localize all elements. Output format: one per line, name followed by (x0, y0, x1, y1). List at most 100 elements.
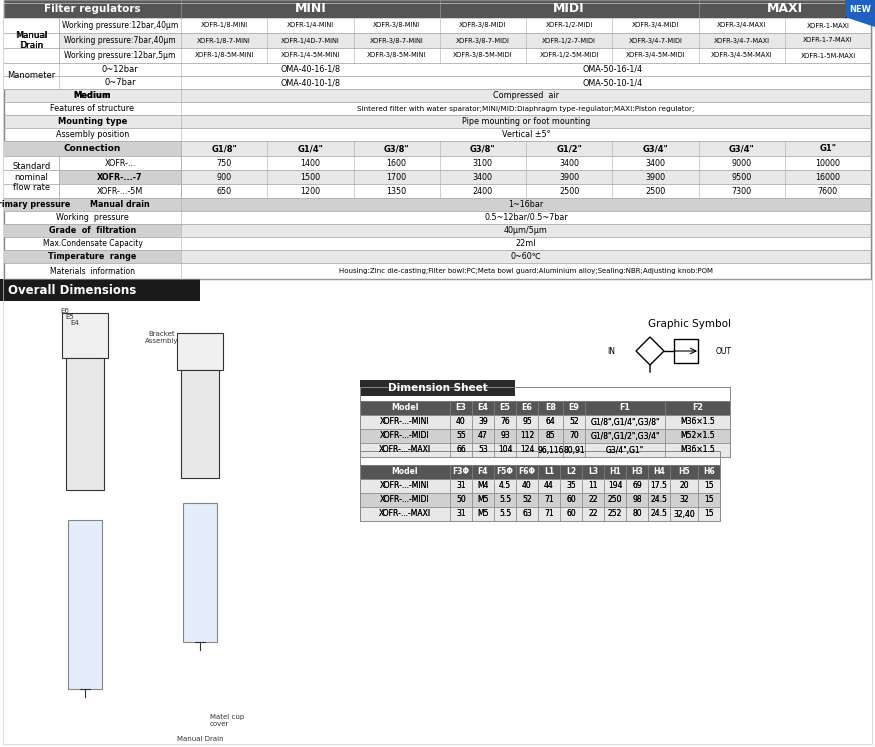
Bar (4, 170, 871, 184)
Text: 32: 32 (679, 495, 689, 504)
Text: 0~60℃: 0~60℃ (511, 252, 542, 261)
Bar (360, 507, 720, 521)
Text: Graphic Symbol: Graphic Symbol (648, 319, 732, 329)
Bar (360, 493, 720, 507)
Bar (4, 76, 871, 89)
Text: 0~7bar: 0~7bar (104, 78, 136, 87)
Text: H4: H4 (653, 468, 665, 477)
Text: 16000: 16000 (816, 173, 840, 182)
Text: 53: 53 (478, 445, 488, 454)
Bar (4, 184, 871, 198)
Text: G1": G1" (819, 144, 836, 153)
Text: 66: 66 (456, 445, 466, 454)
Text: H3: H3 (631, 468, 643, 477)
Text: 11: 11 (588, 482, 598, 491)
Bar (4, 48, 871, 63)
Text: 5.5: 5.5 (499, 509, 511, 518)
Text: 11: 11 (588, 482, 598, 491)
Text: 35: 35 (566, 482, 576, 491)
Bar (360, 429, 730, 443)
Text: 24.5: 24.5 (651, 509, 668, 518)
Bar (360, 401, 730, 415)
Text: G3/8": G3/8" (470, 144, 495, 153)
Text: XOFR-...-MINI: XOFR-...-MINI (381, 482, 430, 491)
Text: G1/4": G1/4" (298, 144, 324, 153)
Text: M52×1.5: M52×1.5 (680, 432, 715, 441)
Text: XOFR-3/8-7-MIDI: XOFR-3/8-7-MIDI (456, 37, 510, 43)
Text: XOFR-...-MINI: XOFR-...-MINI (381, 418, 430, 427)
Text: XOFR-...-MAXI: XOFR-...-MAXI (379, 445, 431, 454)
Text: XOFR-...-MAXI: XOFR-...-MAXI (379, 445, 431, 454)
Text: 5.5: 5.5 (499, 495, 511, 504)
Text: Matel cup
cover: Matel cup cover (210, 713, 244, 727)
Text: 4.5: 4.5 (499, 482, 511, 491)
Text: XOFR-1-5M-MAXI: XOFR-1-5M-MAXI (801, 52, 856, 58)
Bar (4, 224, 181, 237)
Text: 64: 64 (546, 418, 556, 427)
Bar (4, 198, 871, 211)
Text: G1/8",G1/4",G3/8": G1/8",G1/4",G3/8" (591, 418, 660, 427)
Text: E5: E5 (500, 403, 510, 412)
Text: XOFR-3/4-MIDI: XOFR-3/4-MIDI (632, 22, 679, 28)
Bar (4, 156, 871, 170)
Text: 22: 22 (588, 509, 598, 518)
Text: 20: 20 (679, 482, 689, 491)
Text: 2400: 2400 (473, 187, 493, 196)
Text: XOFR-...: XOFR-... (104, 158, 136, 167)
Bar (66, 358, 104, 489)
Text: E3: E3 (456, 403, 466, 412)
Bar (440, 0, 698, 18)
Bar (4, 63, 181, 89)
Text: 40: 40 (522, 482, 532, 491)
Text: 112: 112 (520, 432, 534, 441)
Text: XOFR-3/8-5M-MINI: XOFR-3/8-5M-MINI (367, 52, 426, 58)
Text: 1~16bar: 1~16bar (508, 200, 543, 209)
Bar (4, 76, 871, 89)
Bar (4, 224, 871, 237)
Text: 95: 95 (522, 418, 532, 427)
Text: 4.5: 4.5 (499, 482, 511, 491)
Text: XOFR-...-MINI: XOFR-...-MINI (381, 482, 430, 491)
Text: F2: F2 (692, 403, 703, 412)
Text: G3/8": G3/8" (384, 144, 410, 153)
Text: 22: 22 (588, 495, 598, 504)
Text: XOFR-...-MIDI: XOFR-...-MIDI (380, 432, 430, 441)
Text: 31: 31 (456, 482, 466, 491)
Text: Features of structure: Features of structure (51, 104, 135, 113)
Bar (4, 170, 871, 184)
Text: Max.Condensate Capacity: Max.Condensate Capacity (43, 239, 143, 248)
Text: 20: 20 (679, 482, 689, 491)
Text: Manual
Drain: Manual Drain (17, 31, 47, 50)
Text: G1/2": G1/2" (556, 144, 582, 153)
Text: E8: E8 (545, 403, 556, 412)
Text: 250: 250 (608, 495, 622, 504)
Text: Overall Dimensions: Overall Dimensions (8, 284, 136, 297)
Text: Working pressure:12bar,40μm: Working pressure:12bar,40μm (62, 21, 178, 30)
Text: OMA-50-10-1/4: OMA-50-10-1/4 (582, 78, 642, 87)
Text: 95: 95 (522, 418, 532, 427)
Text: 52: 52 (570, 418, 579, 427)
Text: 24.5: 24.5 (651, 495, 668, 504)
Bar (4, 250, 871, 263)
Text: 98: 98 (632, 495, 642, 504)
Text: 1350: 1350 (387, 187, 407, 196)
Bar (4, 128, 871, 141)
Bar (267, 170, 354, 184)
Text: 44: 44 (544, 482, 554, 491)
Text: M5: M5 (477, 509, 489, 518)
Text: 104: 104 (498, 445, 512, 454)
Text: XOFR-1/8-5M-MINI: XOFR-1/8-5M-MINI (194, 52, 254, 58)
Text: 24.5: 24.5 (651, 509, 668, 518)
Text: XOFR-3/4-5M-MIDI: XOFR-3/4-5M-MIDI (626, 52, 685, 58)
Text: XOFR-...-MAXI: XOFR-...-MAXI (379, 509, 431, 518)
Text: M5: M5 (477, 509, 489, 518)
Text: 80,91: 80,91 (564, 445, 584, 454)
Text: 44: 44 (544, 482, 554, 491)
Text: Connection: Connection (64, 144, 121, 153)
Text: 7300: 7300 (732, 187, 752, 196)
Bar (4, 263, 871, 279)
Text: 3400: 3400 (646, 158, 665, 167)
Text: 15: 15 (704, 495, 714, 504)
Text: 3400: 3400 (559, 158, 579, 167)
Bar (4, 18, 59, 63)
